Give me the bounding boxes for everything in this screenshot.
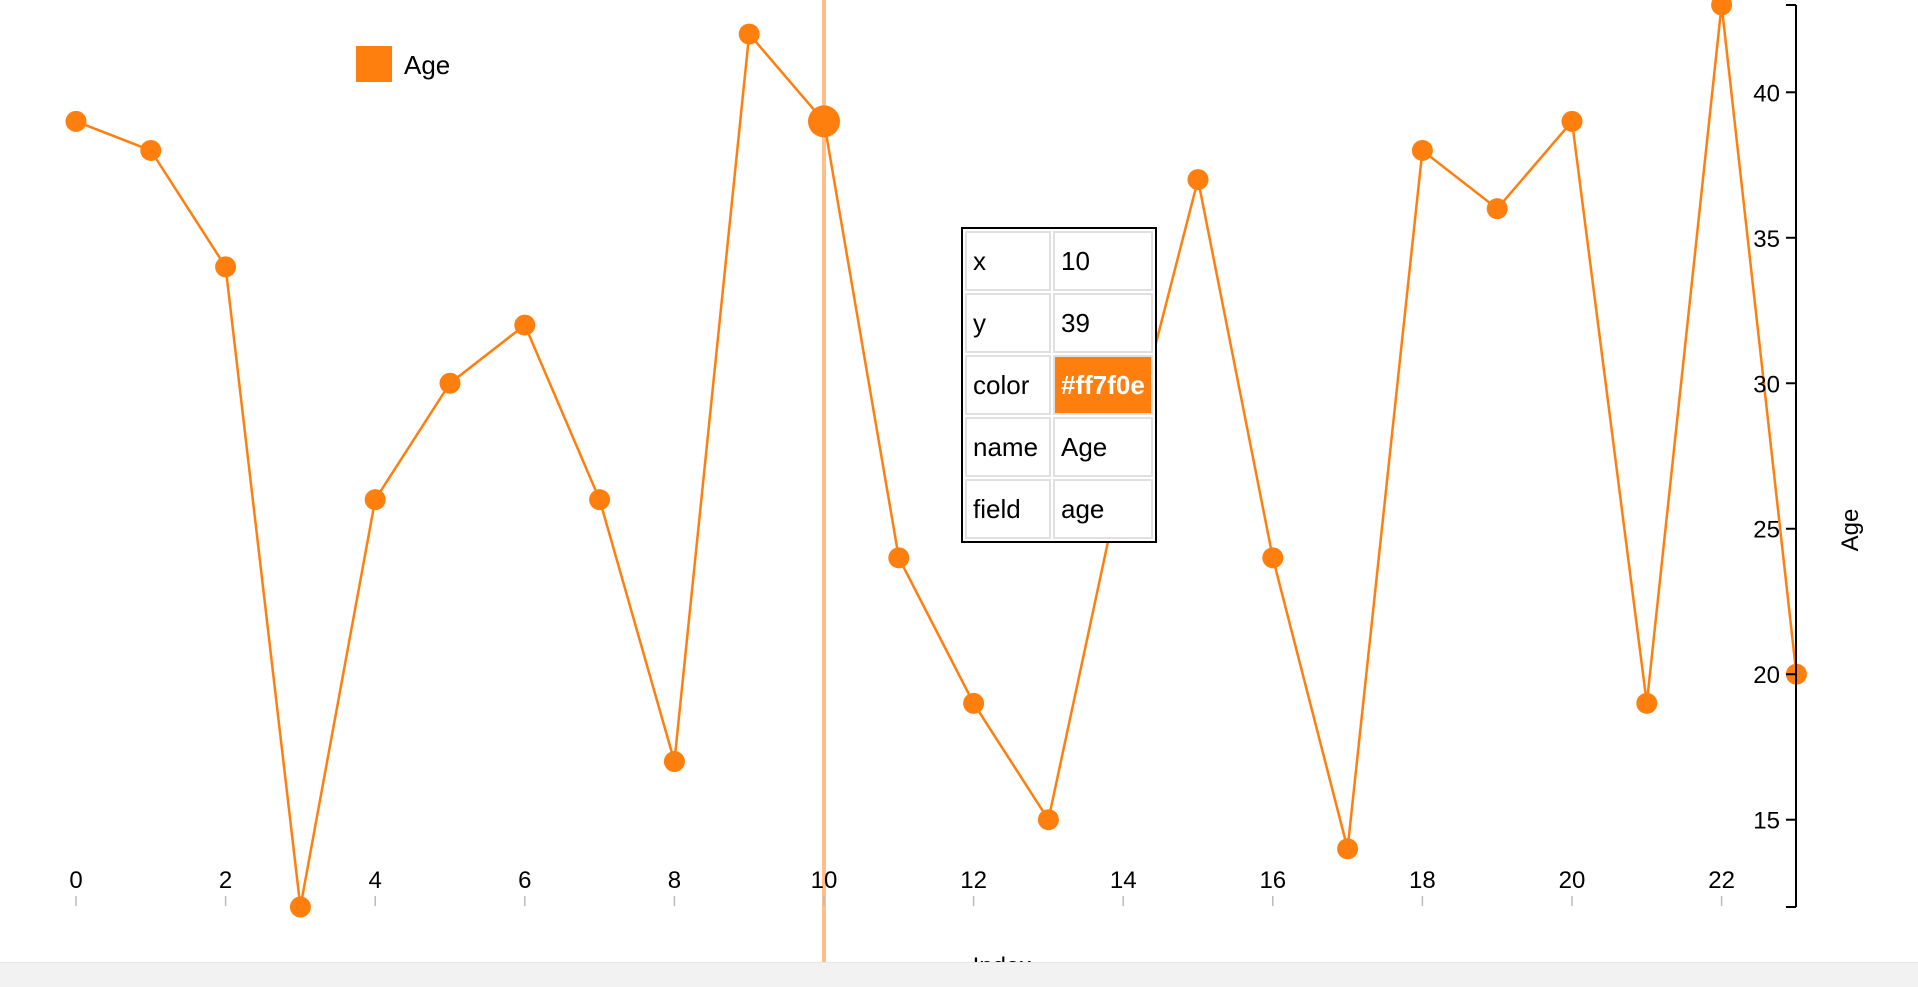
- data-point[interactable]: [1411, 139, 1433, 161]
- x-tick-label: 2: [219, 867, 232, 894]
- tooltip-key: color: [965, 355, 1051, 415]
- x-tick-label: 10: [811, 867, 838, 894]
- data-point[interactable]: [888, 547, 910, 569]
- x-tick-label: 14: [1110, 867, 1137, 894]
- tooltip-row-y: y 39: [965, 293, 1153, 353]
- y-tick-label: 30: [1753, 371, 1780, 398]
- tooltip-key: name: [965, 417, 1051, 477]
- x-tick-label: 8: [668, 867, 681, 894]
- data-point[interactable]: [215, 256, 237, 278]
- data-point[interactable]: [1636, 692, 1658, 714]
- y-tick-label: 35: [1753, 226, 1780, 253]
- data-point[interactable]: [439, 372, 461, 394]
- legend-swatch[interactable]: [356, 46, 392, 82]
- x-axis: 0 2 4 6 8 10 12 14 16 18 20 22: [69, 867, 1735, 906]
- tooltip-value: 39: [1053, 293, 1153, 353]
- data-point[interactable]: [963, 692, 985, 714]
- tooltip-value: Age: [1053, 417, 1153, 477]
- x-tick-label: 12: [960, 867, 987, 894]
- x-tick-label: 4: [369, 867, 382, 894]
- y-tick-label: 20: [1753, 662, 1780, 689]
- x-tick-label: 6: [518, 867, 531, 894]
- x-tick-label: 0: [69, 867, 82, 894]
- data-point[interactable]: [514, 314, 536, 336]
- data-point[interactable]: [364, 489, 386, 511]
- data-point[interactable]: [1486, 198, 1508, 220]
- data-point[interactable]: [1561, 110, 1583, 132]
- series-line-age: [75, 4, 1798, 908]
- series-layer: [65, 0, 1807, 918]
- tooltip-color-swatch: #ff7f0e: [1053, 355, 1153, 415]
- y-tick-label: 15: [1753, 808, 1780, 835]
- legend-label[interactable]: Age: [404, 50, 450, 80]
- data-point[interactable]: [1337, 838, 1359, 860]
- data-point[interactable]: [663, 751, 685, 773]
- tooltip-key: field: [965, 479, 1051, 539]
- y-tick-label: 40: [1753, 80, 1780, 107]
- x-tick-label: 18: [1409, 867, 1436, 894]
- data-point[interactable]: [65, 110, 87, 132]
- data-tooltip: x 10 y 39 color #ff7f0e name Age field a…: [961, 227, 1157, 543]
- tooltip-value: 10: [1053, 231, 1153, 291]
- data-point[interactable]: [289, 896, 311, 918]
- data-point[interactable]: [1711, 0, 1733, 16]
- y-axis-title: Age: [1837, 509, 1864, 552]
- tooltip-key: y: [965, 293, 1051, 353]
- data-point[interactable]: [1262, 547, 1284, 569]
- x-tick-label: 22: [1708, 867, 1735, 894]
- y-tick-label: 25: [1753, 517, 1780, 544]
- data-point[interactable]: [140, 139, 162, 161]
- data-point[interactable]: [1037, 809, 1059, 831]
- data-point[interactable]: [589, 489, 611, 511]
- x-tick-label: 16: [1259, 867, 1286, 894]
- x-tick-label: 20: [1559, 867, 1586, 894]
- tooltip-key: x: [965, 231, 1051, 291]
- tooltip-row-color: color #ff7f0e: [965, 355, 1153, 415]
- legend[interactable]: Age: [356, 46, 450, 82]
- tooltip-value: age: [1053, 479, 1153, 539]
- data-point-highlighted[interactable]: [808, 105, 840, 138]
- data-point[interactable]: [738, 23, 760, 45]
- data-point[interactable]: [1187, 169, 1209, 191]
- bottom-bar: [0, 962, 1918, 987]
- tooltip-row-field: field age: [965, 479, 1153, 539]
- y-axis: 15 20 25 30 35 40: [1753, 4, 1797, 908]
- tooltip-row-x: x 10: [965, 231, 1153, 291]
- tooltip-row-name: name Age: [965, 417, 1153, 477]
